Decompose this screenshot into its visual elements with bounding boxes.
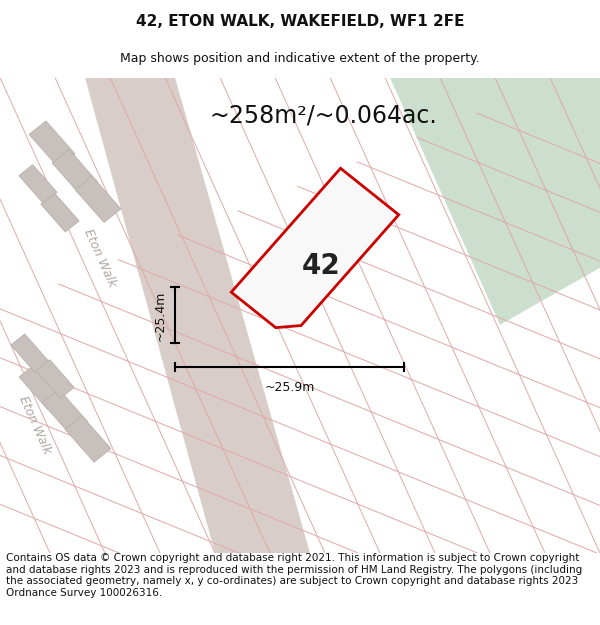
Text: Eton Walk: Eton Walk <box>16 394 53 456</box>
Text: Eton Walk: Eton Walk <box>82 227 119 289</box>
Polygon shape <box>52 149 98 196</box>
Text: ~25.4m: ~25.4m <box>154 290 167 341</box>
Polygon shape <box>29 121 75 168</box>
Polygon shape <box>42 389 88 436</box>
Polygon shape <box>19 165 57 203</box>
Polygon shape <box>36 360 74 398</box>
Text: ~258m²/~0.064ac.: ~258m²/~0.064ac. <box>210 104 438 127</box>
Polygon shape <box>231 168 399 328</box>
Text: 42, ETON WALK, WAKEFIELD, WF1 2FE: 42, ETON WALK, WAKEFIELD, WF1 2FE <box>136 14 464 29</box>
Polygon shape <box>19 364 65 410</box>
Text: ~25.9m: ~25.9m <box>264 381 314 394</box>
Text: Map shows position and indicative extent of the property.: Map shows position and indicative extent… <box>120 52 480 64</box>
Polygon shape <box>65 416 111 462</box>
Text: 42: 42 <box>302 252 341 280</box>
Polygon shape <box>390 78 600 325</box>
Text: Contains OS data © Crown copyright and database right 2021. This information is : Contains OS data © Crown copyright and d… <box>6 553 582 598</box>
Polygon shape <box>11 334 49 372</box>
Polygon shape <box>85 78 310 553</box>
Polygon shape <box>41 193 79 232</box>
Polygon shape <box>75 176 121 222</box>
